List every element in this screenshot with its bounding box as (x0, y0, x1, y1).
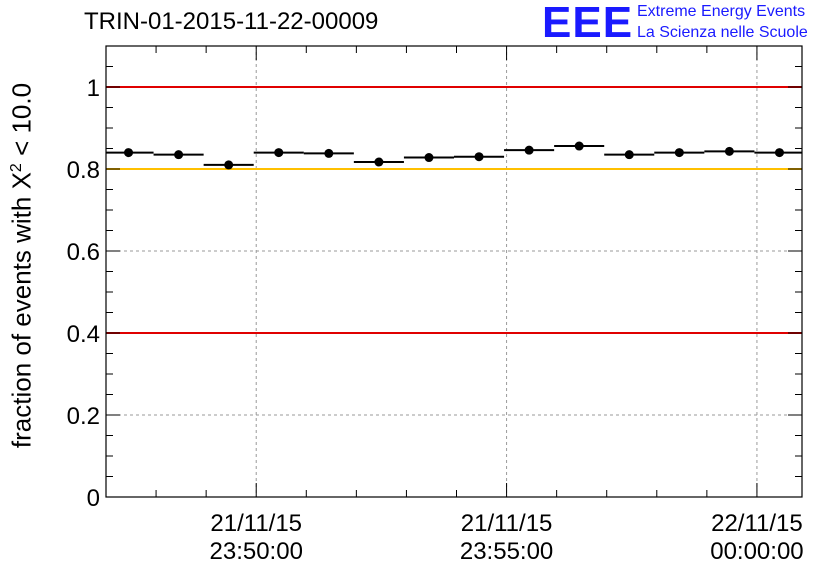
y-tick-label: 0.2 (67, 403, 100, 430)
x-tick-label-time: 00:00:00 (710, 538, 803, 565)
data-point (524, 145, 534, 155)
data-point (774, 148, 784, 158)
y-tick-label: 0.6 (67, 239, 100, 266)
data-point (124, 148, 134, 158)
data-point (674, 148, 684, 158)
logo-text-line2: La Scienza nelle Scuole (637, 24, 808, 41)
x-tick-label-date: 22/11/15 (711, 510, 803, 537)
data-point (574, 141, 584, 151)
eee-logo-mark: EEE (542, 0, 634, 47)
plot-frame (105, 45, 803, 498)
x-tick-label-time: 23:55:00 (460, 538, 553, 565)
chart-title: TRIN-01-2015-11-22-00009 (84, 8, 379, 35)
y-tick-label: 0.8 (67, 157, 100, 184)
x-tick-label-time: 23:50:00 (210, 538, 303, 565)
data-point (724, 146, 734, 156)
data-point (274, 148, 284, 158)
data-point (424, 153, 434, 163)
x-tick-label-date: 21/11/15 (461, 510, 553, 537)
data-point (624, 150, 634, 160)
data-point (224, 160, 234, 170)
logo-text-line1: Extreme Energy Events (637, 3, 806, 20)
data-point (324, 148, 334, 158)
data-point (474, 152, 484, 162)
y-tick-label: 1 (87, 75, 100, 102)
data-point (174, 150, 184, 160)
y-tick-label: 0 (87, 485, 100, 512)
y-tick-label: 0.4 (67, 321, 100, 348)
x-tick-label-date: 21/11/15 (210, 510, 302, 537)
data-point (374, 157, 384, 167)
